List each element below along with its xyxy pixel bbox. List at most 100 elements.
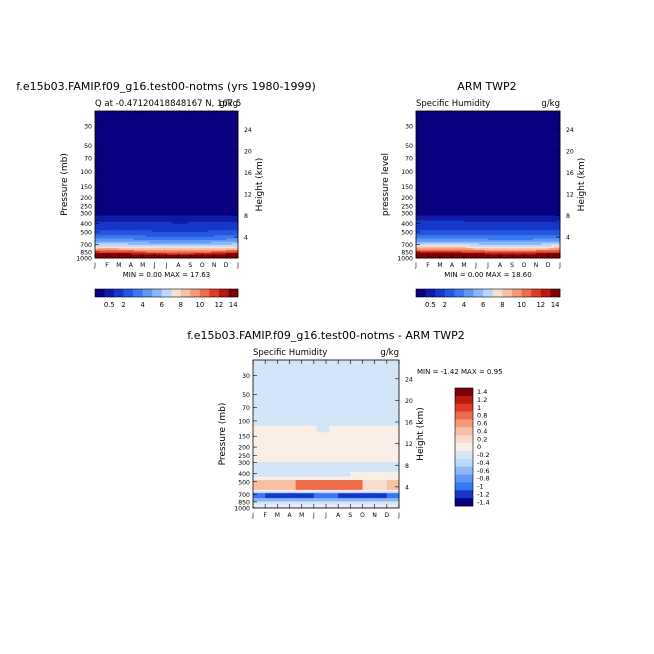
- field-cell: [157, 163, 161, 166]
- field-cell: [145, 205, 150, 208]
- field-cell: [97, 171, 102, 174]
- field-cell: [214, 225, 218, 228]
- field-cell: [175, 223, 179, 226]
- field-cell: [425, 128, 429, 131]
- field-cell: [97, 142, 102, 145]
- field-cell: [199, 246, 203, 249]
- field-cell: [145, 150, 150, 153]
- field-cell: [112, 240, 117, 243]
- field-cell: [142, 140, 147, 143]
- field-cell: [208, 138, 212, 141]
- field-cell: [127, 254, 132, 257]
- field-cell: [163, 151, 167, 154]
- field-cell: [196, 192, 200, 195]
- field-cell: [181, 151, 185, 154]
- field-cell: [229, 155, 233, 158]
- field-cell: [500, 124, 504, 127]
- field-cell: [223, 189, 227, 192]
- field-cell: [136, 192, 141, 195]
- field-cell: [473, 112, 477, 115]
- field-cell: [130, 230, 135, 233]
- field-cell: [124, 176, 129, 179]
- field-cell: [160, 192, 164, 195]
- field-cell: [169, 209, 173, 212]
- field-cell: [419, 111, 423, 114]
- field-cell: [100, 194, 105, 197]
- field-cell: [196, 171, 200, 174]
- field-cell: [202, 174, 206, 177]
- field-cell: [154, 218, 158, 221]
- field-cell: [515, 117, 519, 120]
- field-cell: [118, 220, 123, 223]
- field-cell: [214, 218, 218, 221]
- field-cell: [425, 127, 429, 130]
- field-cell: [157, 241, 161, 244]
- field-cell: [178, 220, 182, 223]
- field-cell: [217, 173, 221, 176]
- field-cell: [175, 253, 179, 256]
- field-cell: [187, 187, 191, 190]
- pressure-tick-label: 150: [80, 184, 92, 191]
- field-cell: [136, 153, 141, 156]
- field-cell: [178, 181, 182, 184]
- field-cell: [151, 171, 155, 174]
- field-cell: [452, 120, 456, 123]
- field-cell: [112, 133, 117, 136]
- field-cell: [97, 133, 102, 136]
- field-cell: [232, 200, 236, 203]
- field-cell: [151, 158, 155, 161]
- field-cell: [220, 186, 224, 189]
- field-cell: [151, 137, 155, 140]
- field-cell: [175, 200, 179, 203]
- field-cell: [187, 117, 191, 120]
- field-cell: [190, 112, 194, 115]
- field-cell: [217, 253, 221, 256]
- field-cell: [211, 244, 215, 247]
- field-cell: [458, 124, 462, 127]
- field-cell: [184, 153, 188, 156]
- field-cell: [118, 204, 123, 207]
- field-cell: [97, 243, 102, 246]
- field-cell: [103, 254, 108, 257]
- field-cell: [145, 202, 150, 205]
- field-cell: [455, 127, 459, 130]
- field-cell: [208, 215, 212, 218]
- field-cell: [232, 133, 236, 136]
- field-cell: [422, 128, 426, 131]
- field-cell: [202, 161, 206, 164]
- field-cell: [148, 137, 153, 140]
- field-cell: [109, 117, 114, 120]
- month-label: D: [224, 262, 229, 269]
- field-cell: [178, 256, 182, 259]
- field-cell: [121, 238, 126, 241]
- field-cell: [127, 244, 132, 247]
- field-cell: [223, 187, 227, 190]
- field-cell: [139, 124, 144, 127]
- field-cell: [166, 179, 170, 182]
- field-cell: [127, 213, 132, 216]
- field-cell: [100, 137, 105, 140]
- field-cell: [187, 256, 191, 259]
- field-cell: [223, 181, 227, 184]
- field-cell: [175, 230, 179, 233]
- field-cell: [175, 218, 179, 221]
- field-cell: [169, 166, 173, 169]
- field-cell: [160, 138, 164, 141]
- field-cell: [130, 235, 135, 238]
- field-cell: [548, 114, 552, 117]
- field-cell: [229, 177, 233, 180]
- field-cell: [217, 199, 221, 202]
- field-cell: [190, 204, 194, 207]
- field-cell: [461, 124, 465, 127]
- field-cell: [214, 179, 218, 182]
- field-cell: [121, 205, 126, 208]
- field-cell: [193, 195, 197, 198]
- field-cell: [557, 112, 561, 115]
- field-cell: [103, 243, 108, 246]
- field-cell: [124, 153, 129, 156]
- field-cell: [220, 155, 224, 158]
- field-cell: [220, 138, 224, 141]
- field-cell: [539, 119, 543, 122]
- field-cell: [217, 248, 221, 251]
- field-cell: [214, 240, 218, 243]
